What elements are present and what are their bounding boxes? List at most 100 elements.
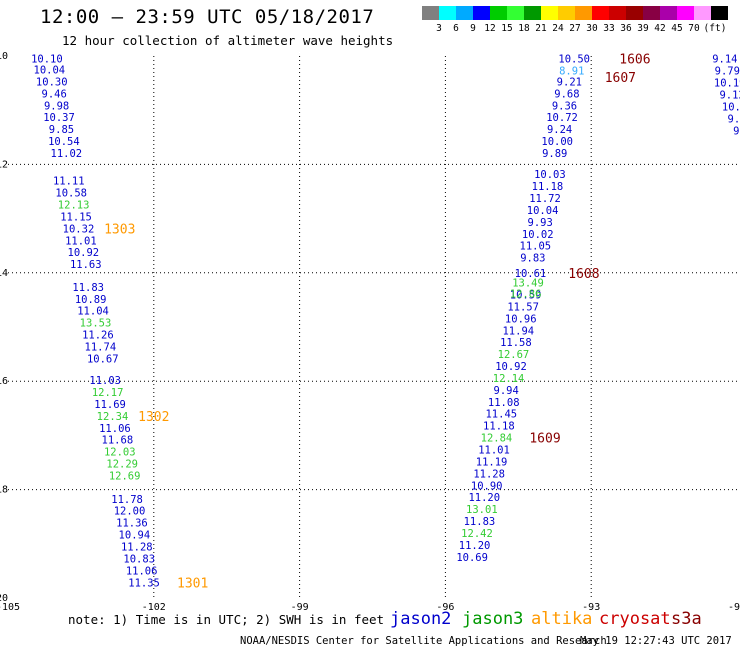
data-label-jason2: 10.92 xyxy=(68,247,100,259)
legend-tick-label: 3 xyxy=(436,23,442,34)
footer-timestamp: May 19 12:27:43 UTC 2017 xyxy=(580,635,732,647)
data-label-jason2: 10.61 xyxy=(515,268,547,280)
data-label-jason3: 13.53 xyxy=(80,318,112,330)
data-label-jason2: 10.04 xyxy=(34,65,66,77)
data-label-jason2: 11.28 xyxy=(473,468,505,480)
data-label-jason2: 11.06 xyxy=(99,423,131,435)
legend-swatch xyxy=(558,6,575,20)
data-label-jason3: 12.34 xyxy=(97,411,129,423)
data-label-jason2: 11.18 xyxy=(483,421,515,433)
data-label-jason2: 10.00 xyxy=(541,136,573,148)
data-label-jason2: 11.74 xyxy=(85,342,117,354)
y-tick-label: -14 xyxy=(0,268,8,279)
chart-header: 12:00 — 23:59 UTC 05/18/2017 12 hour col… xyxy=(0,0,740,52)
data-label-jason2: 11.83 xyxy=(72,282,104,294)
data-label-jason2: 10.19 xyxy=(714,78,740,90)
y-tick-label: -16 xyxy=(0,376,8,387)
data-label-jason3: 12.42 xyxy=(461,528,493,540)
legend-tick-label: 18 xyxy=(518,23,530,34)
legend-tick-label: (ft) xyxy=(703,23,727,34)
legend-tick-label: 45 xyxy=(671,23,683,34)
legend-swatches xyxy=(422,6,728,20)
chart-subtitle: 12 hour collection of altimeter wave hei… xyxy=(62,33,394,48)
data-label-jason2: 10.96 xyxy=(505,313,537,325)
data-label-jason2: 10.50 xyxy=(558,54,590,66)
data-label-jason3: 13.49 xyxy=(512,278,544,290)
data-label-jason2: 10.04 xyxy=(527,205,559,217)
x-tick-label: -105 xyxy=(0,602,20,613)
data-label-jason2: 10.90 xyxy=(471,480,503,492)
data-label-jason2: 11.08 xyxy=(488,397,520,409)
legend-swatch xyxy=(711,6,728,20)
data-label-jason2: 11.03 xyxy=(89,375,121,387)
legend-swatch xyxy=(694,6,711,20)
data-label-jason2: 10.92 xyxy=(495,361,527,373)
legend-tick-label: 9 xyxy=(470,23,476,34)
color-legend: 3 6 9 12 15 18 21 24 27 30 33 36 39 42 45 70 (ft) xyxy=(422,6,728,36)
data-label-jason2: 11.68 xyxy=(102,435,134,447)
data-label-jason2: 10.69 xyxy=(456,552,488,564)
footer-credit: NOAA/NESDIS Center for Satellite Applica… xyxy=(240,635,607,647)
legend-swatch xyxy=(575,6,592,20)
data-label-jason2: 10.58 xyxy=(55,188,87,200)
data-label-jason2: 9.21 xyxy=(557,76,582,88)
data-label-jason2: 10.10 xyxy=(31,54,63,66)
x-tick-label: -102 xyxy=(142,602,166,613)
data-label-jason3: 12.13 xyxy=(58,200,90,212)
x-tick-label: -99 xyxy=(291,602,309,613)
data-label-jason2: 10.32 xyxy=(63,223,95,235)
legend-tick-label: 27 xyxy=(569,23,581,34)
pass-label: 1302 xyxy=(138,410,169,425)
satellite-legend-s3a: s3a xyxy=(671,609,702,629)
legend-tick-label: 70 xyxy=(688,23,700,34)
data-label-jason3: 12.67 xyxy=(498,349,530,361)
data-label-jason2: 12.00 xyxy=(114,506,146,518)
data-label-jason2: 9.83 xyxy=(520,253,545,265)
satellite-legend-jason2: jason2 xyxy=(390,609,452,629)
data-label-jason2: 10.83 xyxy=(123,553,155,565)
legend-swatch xyxy=(643,6,660,20)
satellite-legend-cryosat: cryosat xyxy=(599,609,671,629)
data-label-jason2: 9.93 xyxy=(528,217,553,229)
y-tick-label: -10 xyxy=(0,51,8,62)
legend-tick-label: 33 xyxy=(603,23,615,34)
satellite-legend-jason3: jason3 xyxy=(462,609,524,629)
data-label-jason2: 11.69 xyxy=(94,399,126,411)
data-label-jason2: 9. xyxy=(733,125,740,137)
y-tick-label: -12 xyxy=(0,159,8,170)
data-label-jason2: 11.57 xyxy=(507,301,539,313)
data-label-jason2: 9.0 xyxy=(728,113,740,125)
data-label-jason2: 11.20 xyxy=(459,540,491,552)
pass-label: 1608 xyxy=(568,267,599,282)
data-label-jason2: 11.72 xyxy=(529,193,561,205)
data-label-jason2: 11.63 xyxy=(70,259,102,271)
legend-tick-label: 30 xyxy=(586,23,598,34)
y-tick-label: -20 xyxy=(0,593,8,604)
data-label-jason2: 11.06 xyxy=(126,565,158,577)
legend-swatch xyxy=(439,6,456,20)
data-label-jason2: 11.11 xyxy=(53,176,85,188)
data-label-jason2: 11.78 xyxy=(111,494,143,506)
legend-swatch xyxy=(626,6,643,20)
data-label-jason2: 9.24 xyxy=(547,124,572,136)
data-label-jason2: 11.01 xyxy=(65,235,97,247)
legend-swatch xyxy=(592,6,609,20)
data-label-jason3: 12.17 xyxy=(92,387,124,399)
data-label-jason2: 10.67 xyxy=(87,353,119,365)
pass-label: 1303 xyxy=(104,222,135,237)
units-note: note: 1) Time is in UTC; 2) SWH is in fe… xyxy=(68,612,385,627)
data-label-jason2: 10.59 xyxy=(510,289,542,301)
data-label-jason2: 11.02 xyxy=(51,148,83,160)
pass-label: 1301 xyxy=(177,576,208,591)
data-label-jason2: 9.79 xyxy=(715,66,740,78)
data-label-jason2: 11.58 xyxy=(500,337,532,349)
data-label-jason2: 9.14 xyxy=(712,54,737,66)
data-label-jason2: 11.20 xyxy=(468,492,500,504)
data-label-jason3: 13.01 xyxy=(466,504,498,516)
legend-swatch xyxy=(422,6,439,20)
legend-tick-label: 21 xyxy=(535,23,547,34)
data-label-jason2: 9.85 xyxy=(49,124,74,136)
pass-label: 1607 xyxy=(605,71,636,86)
data-label-jason2: 10.02 xyxy=(522,229,554,241)
data-label-jason2: 11.83 xyxy=(464,516,496,528)
